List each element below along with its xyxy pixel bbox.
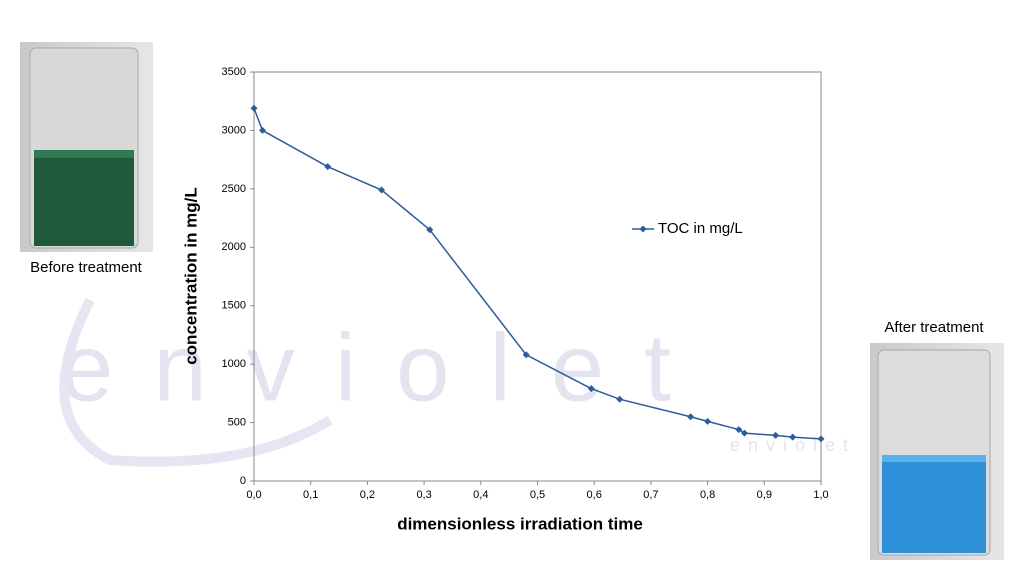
x-tick-label: 0,7 bbox=[643, 489, 658, 501]
data-point bbox=[704, 417, 712, 425]
watermark-logo: enviolet bbox=[60, 314, 711, 421]
data-point bbox=[616, 395, 624, 403]
y-tick-label: 2500 bbox=[222, 183, 246, 195]
data-point bbox=[378, 186, 386, 194]
x-tick-label: 1,0 bbox=[813, 489, 828, 501]
data-point bbox=[789, 433, 797, 441]
data-point bbox=[324, 163, 332, 171]
y-axis-title: concentration in mg/L bbox=[181, 187, 200, 365]
x-tick-label: 0,9 bbox=[757, 489, 772, 501]
data-point bbox=[735, 426, 743, 434]
x-tick-label: 0,5 bbox=[530, 489, 545, 501]
y-tick-label: 2000 bbox=[222, 241, 246, 253]
watermark-swoosh bbox=[59, 297, 333, 467]
y-tick-label: 500 bbox=[228, 416, 246, 428]
x-tick-label: 0,3 bbox=[416, 489, 431, 501]
data-point bbox=[259, 126, 267, 134]
x-tick-label: 0,0 bbox=[246, 489, 261, 501]
y-tick-label: 0 bbox=[240, 475, 246, 487]
y-tick-label: 3500 bbox=[222, 66, 246, 78]
data-point bbox=[740, 429, 748, 437]
legend-label: TOC in mg/L bbox=[658, 220, 743, 237]
y-tick-label: 1000 bbox=[222, 358, 246, 370]
data-point bbox=[687, 413, 695, 421]
before-photo bbox=[20, 42, 153, 252]
x-tick-label: 0,2 bbox=[360, 489, 375, 501]
x-tick-label: 0,1 bbox=[303, 489, 318, 501]
image-caption: Before treatment bbox=[30, 259, 143, 276]
x-tick-label: 0,6 bbox=[587, 489, 602, 501]
data-point bbox=[426, 226, 434, 234]
data-point bbox=[250, 104, 258, 112]
data-point bbox=[817, 435, 825, 443]
y-tick-label: 3000 bbox=[222, 124, 246, 136]
data-point bbox=[522, 351, 530, 359]
image-caption: After treatment bbox=[884, 319, 984, 336]
data-point bbox=[587, 385, 595, 393]
x-tick-label: 0,4 bbox=[473, 489, 488, 501]
legend-marker bbox=[639, 225, 647, 233]
x-axis-title: dimensionless irradiation time bbox=[397, 514, 643, 533]
x-tick-label: 0,8 bbox=[700, 489, 715, 501]
after-photo bbox=[870, 343, 1004, 560]
data-point bbox=[772, 431, 780, 439]
y-tick-label: 1500 bbox=[222, 300, 246, 312]
